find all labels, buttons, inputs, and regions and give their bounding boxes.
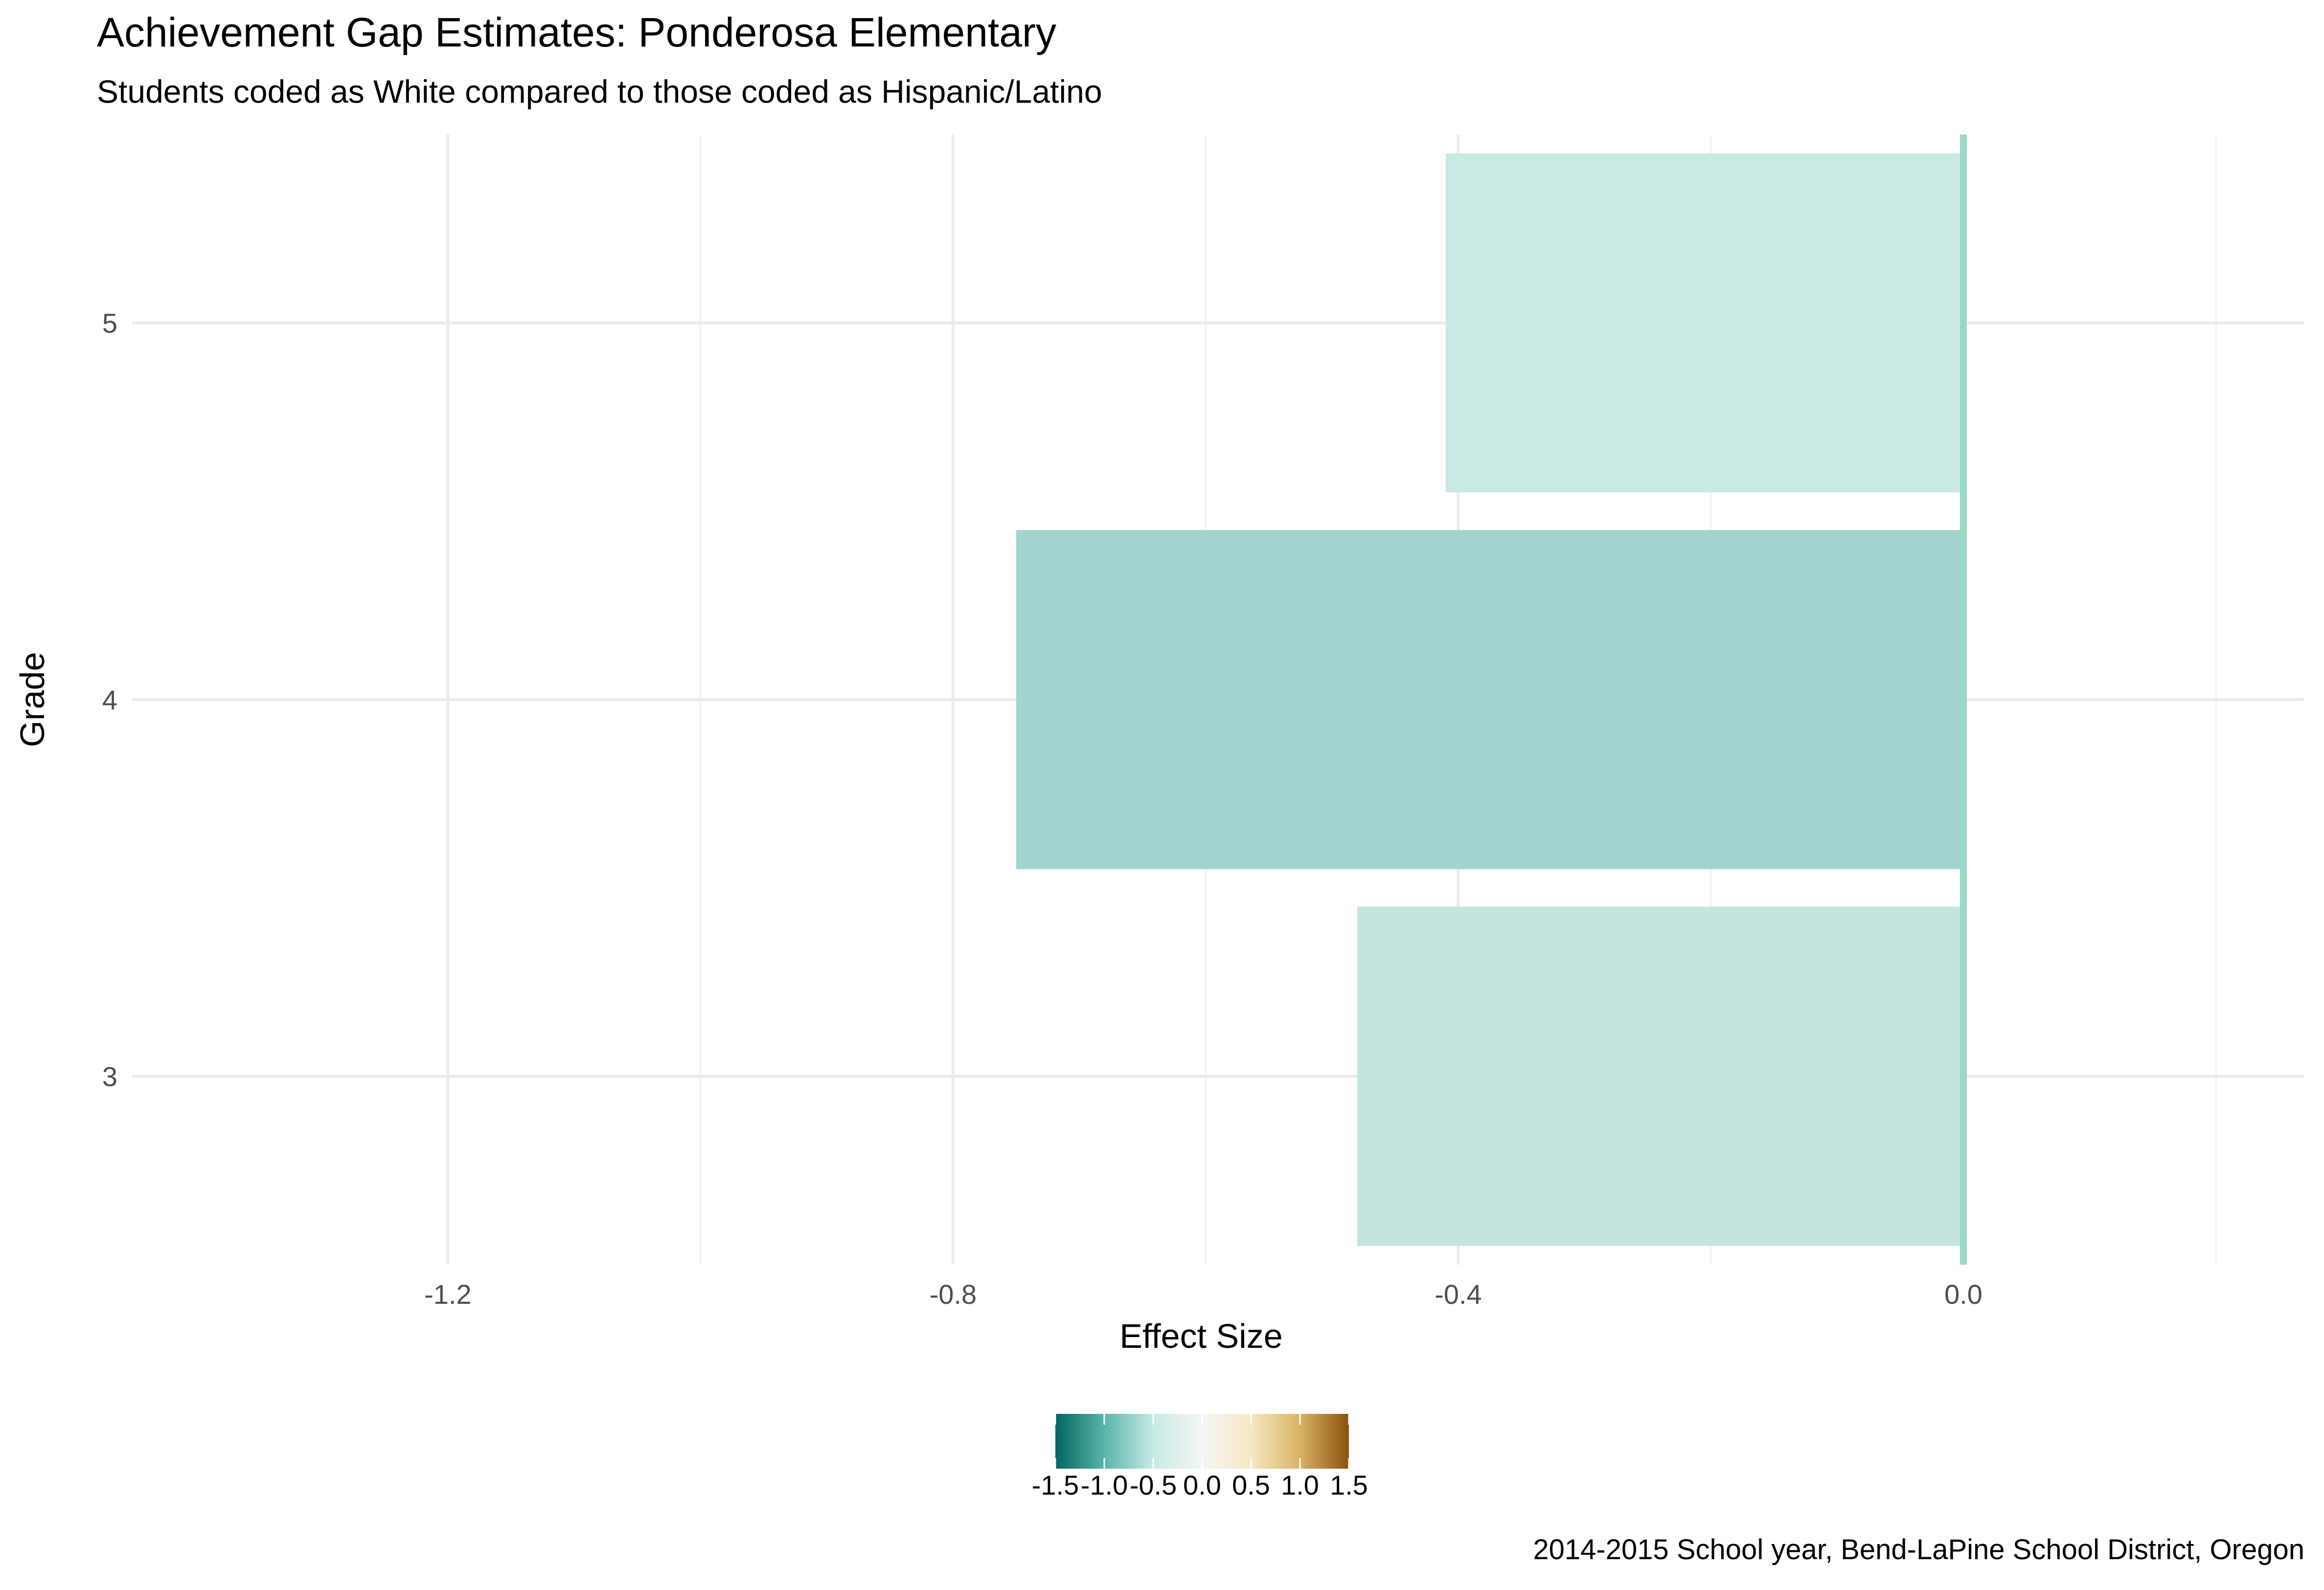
colorbar-tick-label: 1.5 bbox=[1330, 1470, 1368, 1500]
tick-layer: -1.2 -0.8 -0.4 0.0 3 4 5 bbox=[102, 308, 1982, 1310]
bar-grade-5 bbox=[1445, 153, 1964, 493]
chart-subtitle: Students coded as White compared to thos… bbox=[97, 73, 1102, 110]
x-axis-title: Effect Size bbox=[1119, 1317, 1282, 1355]
y-axis-title: Grade bbox=[13, 652, 51, 748]
colorbar-tick-label: -1.0 bbox=[1081, 1470, 1128, 1500]
colorbar-tick-label: 0.5 bbox=[1232, 1470, 1270, 1500]
y-tick-label: 5 bbox=[102, 308, 117, 339]
bar-grade-4 bbox=[1016, 530, 1964, 869]
y-tick-label: 3 bbox=[102, 1061, 117, 1092]
x-tick-label: -0.4 bbox=[1435, 1279, 1482, 1310]
y-tick-label: 4 bbox=[102, 684, 117, 715]
colorbar-tick-label: -0.5 bbox=[1130, 1470, 1177, 1500]
bar-grade-3 bbox=[1357, 907, 1964, 1246]
x-tick-label: -0.8 bbox=[930, 1279, 977, 1310]
colorbar-legend: -1.5 -1.0 -0.5 0.0 0.5 1.0 1.5 bbox=[1032, 1414, 1368, 1500]
bar-layer bbox=[1016, 135, 1967, 1265]
colorbar-tick-label: 1.0 bbox=[1281, 1470, 1319, 1500]
colorbar-tick-label: -1.5 bbox=[1032, 1470, 1079, 1500]
x-tick-label: -1.2 bbox=[424, 1279, 472, 1310]
chart-caption: 2014-2015 School year, Bend-LaPine Schoo… bbox=[1533, 1534, 2304, 1566]
chart-title: Achievement Gap Estimates: Ponderosa Ele… bbox=[97, 9, 1056, 55]
x-tick-label: 0.0 bbox=[1944, 1279, 1982, 1310]
colorbar-tick-label: 0.0 bbox=[1183, 1470, 1221, 1500]
